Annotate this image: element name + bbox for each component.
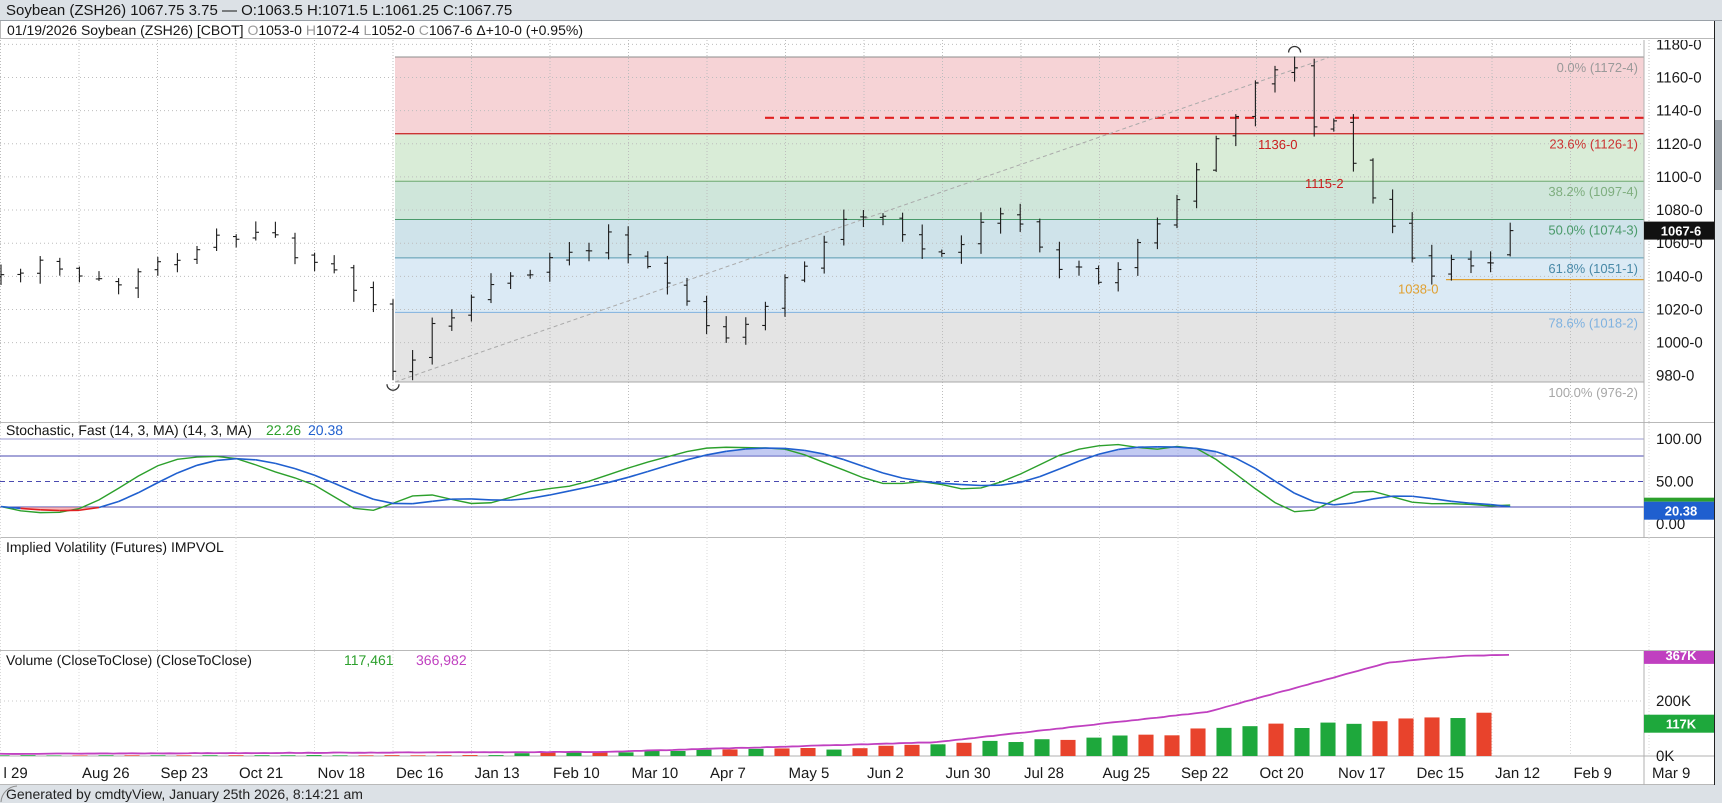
svg-text:Nov 18: Nov 18	[318, 765, 366, 782]
svg-text:38.2% (1097-4): 38.2% (1097-4)	[1548, 184, 1638, 199]
svg-text:117K: 117K	[1666, 717, 1697, 732]
svg-text:Stochastic, Fast (14, 3, MA): Stochastic, Fast (14, 3, MA) (14, 3, MA)	[6, 423, 252, 438]
svg-text:Oct 21: Oct 21	[239, 765, 283, 782]
svg-text:1140-0: 1140-0	[1656, 103, 1702, 120]
svg-text:366,982: 366,982	[416, 652, 467, 668]
svg-text:100.0% (976-2): 100.0% (976-2)	[1548, 385, 1638, 400]
svg-text:0K: 0K	[1656, 748, 1674, 765]
svg-text:23.6% (1126-1): 23.6% (1126-1)	[1549, 137, 1638, 152]
svg-text:1120-0: 1120-0	[1656, 136, 1702, 153]
svg-text:Sep 22: Sep 22	[1181, 765, 1229, 782]
svg-text:22.26: 22.26	[266, 423, 301, 438]
svg-text:200K: 200K	[1656, 693, 1691, 710]
svg-text:367K: 367K	[1665, 651, 1697, 663]
svg-text:1067-6: 1067-6	[1661, 224, 1701, 239]
svg-text:78.6% (1018-2): 78.6% (1018-2)	[1548, 315, 1638, 330]
svg-text:Feb 10: Feb 10	[553, 765, 600, 782]
svg-text:Apr 7: Apr 7	[710, 765, 746, 782]
svg-text:20.38: 20.38	[1665, 504, 1698, 519]
svg-text:Mar 9: Mar 9	[1652, 765, 1690, 782]
svg-text:Sep 23: Sep 23	[161, 765, 209, 782]
svg-text:1020-0: 1020-0	[1656, 301, 1703, 318]
svg-text:Dec 15: Dec 15	[1417, 765, 1465, 782]
svg-text:May 5: May 5	[789, 765, 830, 782]
svg-text:Jun 2: Jun 2	[867, 765, 904, 782]
svg-text:Jan 13: Jan 13	[475, 765, 520, 782]
svg-text:Jul 28: Jul 28	[1024, 765, 1064, 782]
svg-text:Implied Volatility (Futures): Implied Volatility (Futures) IMPVOL	[6, 539, 224, 555]
svg-text:980-0: 980-0	[1656, 368, 1694, 385]
svg-text:50.0% (1074-3): 50.0% (1074-3)	[1548, 223, 1638, 238]
svg-text:1160-0: 1160-0	[1656, 70, 1702, 87]
svg-text:1000-0: 1000-0	[1656, 335, 1703, 352]
svg-text:l 29: l 29	[4, 765, 28, 782]
svg-text:1115-2: 1115-2	[1305, 176, 1344, 191]
svg-text:1100-0: 1100-0	[1656, 169, 1702, 186]
svg-text:100.00: 100.00	[1656, 431, 1702, 448]
svg-text:50.00: 50.00	[1656, 474, 1694, 491]
svg-text:Mar 10: Mar 10	[632, 765, 679, 782]
svg-text:Aug 25: Aug 25	[1103, 765, 1151, 782]
svg-text:Volume (CloseToClose) (CloseT: Volume (CloseToClose) (CloseToClose)	[6, 652, 252, 668]
svg-text:Jan 12: Jan 12	[1495, 765, 1540, 782]
svg-text:Feb 9: Feb 9	[1574, 765, 1612, 782]
svg-text:117,461: 117,461	[344, 652, 394, 668]
svg-text:0.0% (1172-4): 0.0% (1172-4)	[1557, 60, 1638, 75]
svg-text:1180-0: 1180-0	[1656, 40, 1702, 53]
svg-text:1040-0: 1040-0	[1656, 268, 1703, 285]
svg-text:Aug 26: Aug 26	[82, 765, 130, 782]
svg-text:20.38: 20.38	[308, 423, 343, 438]
svg-text:Nov 17: Nov 17	[1338, 765, 1386, 782]
svg-text:1080-0: 1080-0	[1656, 202, 1703, 219]
svg-text:Oct 20: Oct 20	[1260, 765, 1304, 782]
svg-text:Jun 30: Jun 30	[946, 765, 991, 782]
svg-text:61.8% (1051-1): 61.8% (1051-1)	[1548, 261, 1638, 276]
svg-text:1136-0: 1136-0	[1258, 137, 1298, 152]
svg-text:1038-0: 1038-0	[1398, 282, 1438, 297]
svg-text:Dec 16: Dec 16	[396, 765, 444, 782]
